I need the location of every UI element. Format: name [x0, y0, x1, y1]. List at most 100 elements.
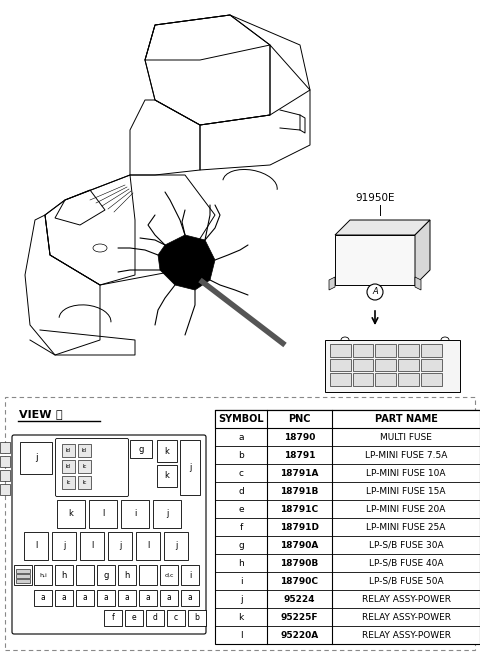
Text: PNC: PNC	[288, 414, 311, 424]
Bar	[16, 574, 30, 578]
Text: a: a	[188, 593, 192, 603]
Bar	[130, 440, 152, 458]
Bar	[153, 500, 181, 528]
Bar	[215, 410, 480, 428]
Text: VIEW: VIEW	[19, 410, 55, 420]
Text: 18791: 18791	[284, 451, 315, 460]
Bar	[62, 460, 75, 473]
Bar	[14, 565, 32, 585]
Text: c: c	[174, 614, 178, 622]
Bar	[136, 532, 160, 560]
Bar	[215, 410, 480, 644]
Text: 18791D: 18791D	[280, 523, 319, 531]
Polygon shape	[353, 373, 373, 386]
Text: 91950E: 91950E	[355, 193, 395, 203]
Text: l: l	[35, 542, 37, 550]
Bar	[181, 590, 199, 606]
Text: 18790C: 18790C	[280, 576, 319, 586]
Bar	[0, 484, 10, 495]
Text: a: a	[104, 593, 108, 603]
Text: k: k	[165, 447, 169, 455]
Text: ld: ld	[66, 448, 71, 453]
Bar	[146, 610, 164, 626]
Bar	[78, 476, 91, 489]
Text: MULTI FUSE: MULTI FUSE	[380, 432, 432, 441]
Text: j: j	[189, 463, 191, 472]
Text: LP-MINI FUSE 25A: LP-MINI FUSE 25A	[366, 523, 446, 531]
Bar	[16, 569, 30, 573]
Text: b: b	[238, 451, 244, 460]
Text: 18790B: 18790B	[280, 559, 319, 567]
Bar	[121, 500, 149, 528]
Text: a: a	[238, 432, 244, 441]
Text: j: j	[175, 542, 177, 550]
Bar	[62, 476, 75, 489]
Text: LP-S/B FUSE 30A: LP-S/B FUSE 30A	[369, 540, 444, 550]
Text: LP-MINI FUSE 10A: LP-MINI FUSE 10A	[366, 468, 446, 477]
Text: LP-S/B FUSE 50A: LP-S/B FUSE 50A	[369, 576, 444, 586]
Polygon shape	[421, 359, 442, 371]
Bar	[76, 590, 94, 606]
Circle shape	[367, 284, 383, 300]
Bar	[57, 500, 85, 528]
Text: PART NAME: PART NAME	[374, 414, 437, 424]
Text: h: h	[61, 571, 67, 580]
FancyBboxPatch shape	[56, 438, 129, 496]
Text: g: g	[238, 540, 244, 550]
Bar	[16, 579, 30, 583]
Bar	[52, 532, 76, 560]
Text: j: j	[166, 510, 168, 519]
Bar	[139, 590, 157, 606]
Bar	[125, 610, 143, 626]
Polygon shape	[353, 344, 373, 357]
Polygon shape	[330, 344, 351, 357]
Text: 95220A: 95220A	[280, 631, 319, 639]
Text: RELAY ASSY-POWER: RELAY ASSY-POWER	[361, 631, 451, 639]
Polygon shape	[421, 373, 442, 386]
Bar	[20, 442, 52, 474]
Polygon shape	[158, 235, 215, 290]
Text: e: e	[238, 504, 244, 514]
Text: h: h	[124, 571, 130, 580]
Polygon shape	[329, 277, 335, 290]
Polygon shape	[330, 359, 351, 371]
Bar	[97, 565, 115, 585]
Polygon shape	[335, 235, 415, 285]
Bar	[188, 610, 206, 626]
Text: j: j	[119, 542, 121, 550]
Text: a: a	[167, 593, 171, 603]
Polygon shape	[415, 277, 421, 290]
Text: ld: ld	[82, 448, 87, 453]
Bar	[157, 465, 177, 487]
Bar	[34, 590, 52, 606]
Text: SYMBOL: SYMBOL	[218, 414, 264, 424]
Bar	[181, 565, 199, 585]
Bar	[55, 590, 73, 606]
Text: Ⓐ: Ⓐ	[55, 410, 61, 420]
Text: 18791A: 18791A	[280, 468, 319, 477]
Bar	[157, 440, 177, 462]
Bar	[139, 565, 157, 585]
Text: lc: lc	[66, 480, 71, 485]
Bar	[5, 397, 475, 650]
Polygon shape	[375, 359, 396, 371]
Bar	[118, 590, 136, 606]
Text: lc: lc	[82, 480, 87, 485]
Text: 18790: 18790	[284, 432, 315, 441]
Text: k: k	[69, 510, 73, 519]
Text: 95225F: 95225F	[281, 612, 318, 622]
Text: f: f	[240, 523, 242, 531]
Text: a: a	[145, 593, 150, 603]
Text: d: d	[153, 614, 157, 622]
Text: k: k	[239, 612, 244, 622]
Text: i: i	[189, 571, 191, 580]
Text: g: g	[138, 445, 144, 453]
Bar	[160, 565, 178, 585]
Text: LP-S/B FUSE 40A: LP-S/B FUSE 40A	[369, 559, 443, 567]
Polygon shape	[398, 373, 419, 386]
Text: a: a	[125, 593, 130, 603]
Bar	[0, 456, 10, 467]
Polygon shape	[375, 373, 396, 386]
Bar	[167, 610, 185, 626]
Polygon shape	[398, 344, 419, 357]
